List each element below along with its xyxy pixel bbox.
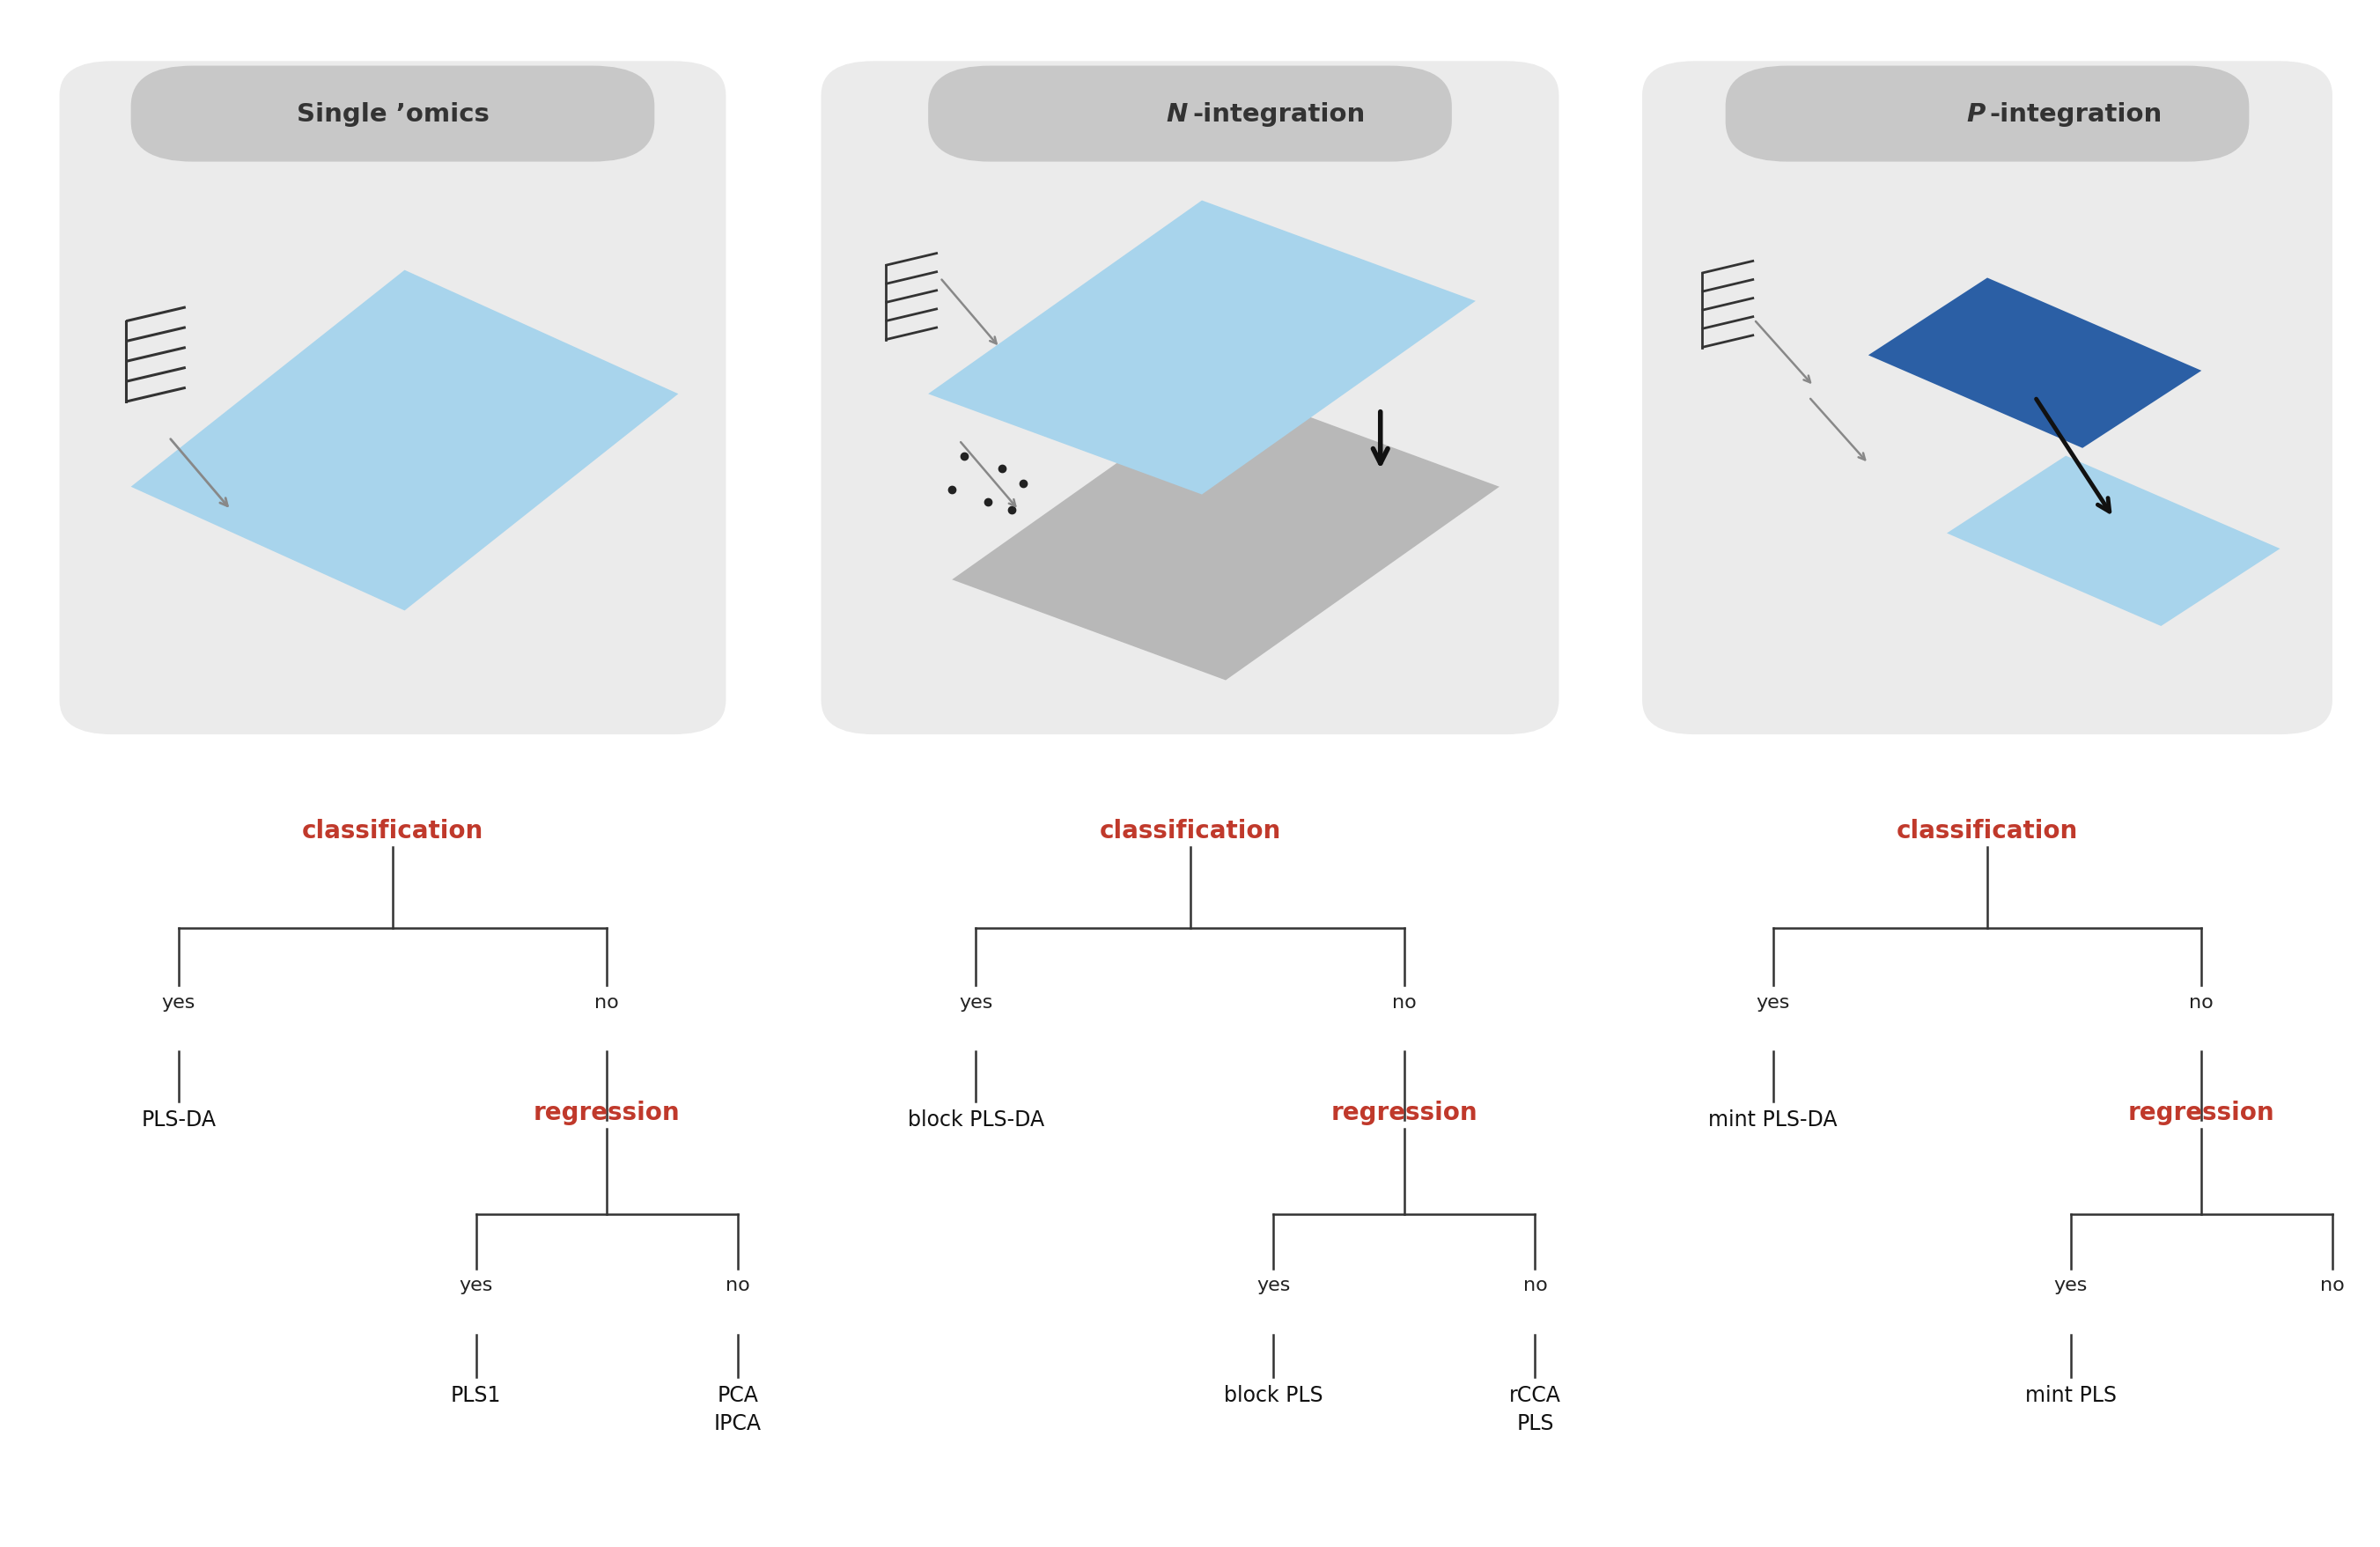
Text: -integration: -integration (1192, 102, 1366, 127)
Text: yes: yes (2054, 1276, 2087, 1293)
Text: classification: classification (302, 818, 483, 843)
Text: -integration: -integration (1990, 102, 2163, 127)
FancyBboxPatch shape (1726, 67, 2249, 162)
Polygon shape (952, 387, 1499, 681)
FancyBboxPatch shape (1642, 62, 2332, 735)
Text: rCCA
PLS: rCCA PLS (1509, 1385, 1561, 1434)
Text: PCA
IPCA: PCA IPCA (714, 1385, 762, 1434)
Text: classification: classification (1897, 818, 2078, 843)
Text: no: no (2320, 1276, 2344, 1293)
Text: block PLS: block PLS (1223, 1385, 1323, 1406)
FancyBboxPatch shape (821, 62, 1559, 735)
Text: N: N (1166, 102, 1188, 127)
Text: no: no (726, 1276, 750, 1293)
Text: PLS-DA: PLS-DA (140, 1109, 217, 1131)
Text: classification: classification (1100, 818, 1280, 843)
Text: regression: regression (1330, 1100, 1478, 1125)
Text: yes: yes (1257, 1276, 1290, 1293)
Text: no: no (1523, 1276, 1547, 1293)
Text: yes: yes (459, 1276, 493, 1293)
Text: yes: yes (959, 993, 992, 1010)
Text: mint PLS-DA: mint PLS-DA (1709, 1109, 1837, 1131)
Text: no: no (1392, 993, 1416, 1010)
Polygon shape (1947, 456, 2280, 627)
Text: regression: regression (533, 1100, 681, 1125)
Text: regression: regression (2128, 1100, 2275, 1125)
Text: block PLS-DA: block PLS-DA (907, 1109, 1045, 1131)
Text: Single ’omics: Single ’omics (298, 102, 488, 127)
Polygon shape (1868, 278, 2202, 449)
FancyBboxPatch shape (60, 62, 726, 735)
Text: yes: yes (162, 993, 195, 1010)
Text: P: P (1966, 102, 1985, 127)
Text: no: no (2190, 993, 2213, 1010)
Polygon shape (131, 271, 678, 611)
Polygon shape (928, 201, 1476, 495)
FancyBboxPatch shape (928, 67, 1452, 162)
Text: mint PLS: mint PLS (2025, 1385, 2116, 1406)
Text: no: no (595, 993, 619, 1010)
FancyBboxPatch shape (131, 67, 655, 162)
Text: yes: yes (1756, 993, 1790, 1010)
Text: PLS1: PLS1 (450, 1385, 502, 1406)
